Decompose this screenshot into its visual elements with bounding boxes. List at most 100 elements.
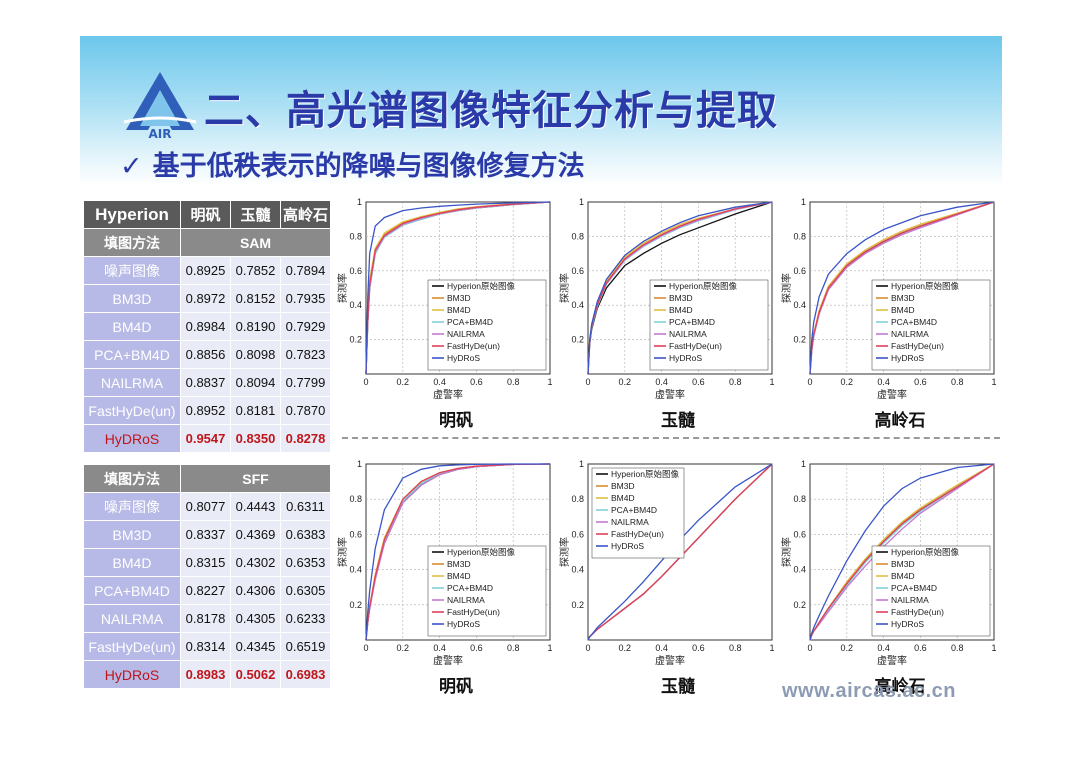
legend-entry: BM3D [611, 481, 635, 491]
x-tick-label: 0.2 [397, 377, 410, 387]
y-tick-label: 1 [579, 460, 584, 469]
value-cell: 0.8098 [230, 340, 281, 369]
legend-entry: Hyperion原始图像 [891, 281, 960, 291]
series-line [809, 201, 995, 375]
sam-results-table: Hyperion 明矾 玉髓 高岭石 填图方法 SAM 噪声图像 0.8925 0.… [83, 200, 331, 454]
value-cell: 0.5062 [230, 660, 281, 690]
x-tick-label: 0.8 [729, 377, 742, 387]
y-tick-label: 0.2 [349, 600, 362, 610]
table-corner-label: Hyperion [83, 200, 181, 229]
legend-box [427, 545, 547, 637]
air-logo: AIR [123, 72, 197, 140]
y-tick-label: 0.6 [793, 529, 806, 539]
legend-entry: PCA+BM4D [669, 317, 715, 327]
legend-box [427, 279, 547, 371]
value-cell: 0.7852 [230, 256, 281, 285]
method-cell: HyDRoS [83, 424, 181, 454]
value-cell: 0.7870 [280, 396, 331, 425]
roc-chart-sff-chalcedony: 0 0.2 0.4 0.6 0.8 1 0.2 0.4 0.6 0.8 1 虚警率 探测率 Hyperio… [558, 459, 778, 668]
legend-entry: FastHyDe(un) [669, 341, 722, 351]
value-cell: 0.4306 [230, 576, 281, 605]
chart-caption: 高岭石 [874, 677, 926, 697]
table-row: FastHyDe(un) 0.8314 0.4345 0.6519 [83, 632, 331, 661]
value-cell: 0.6353 [280, 548, 331, 577]
y-tick-label: 0.4 [349, 300, 362, 310]
method-cell: BM4D [83, 312, 181, 341]
y-tick-label: 1 [801, 460, 806, 469]
value-cell: 0.8181 [230, 396, 281, 425]
series-line [587, 463, 773, 641]
roc-chart-sff-kaolinite: 0 0.2 0.4 0.6 0.8 1 0.2 0.4 0.6 0.8 1 虚警率 探测率 Hyperio… [780, 459, 1000, 668]
legend-entry: BM3D [669, 293, 693, 303]
x-tick-label: 0.4 [877, 643, 890, 653]
value-cell: 0.7823 [280, 340, 331, 369]
x-tick-label: 0 [363, 377, 368, 387]
legend-entry: NAILRMA [669, 329, 707, 339]
y-tick-label: 0.6 [349, 266, 362, 276]
chart-caption: 高岭石 [874, 411, 926, 431]
value-cell: 0.8077 [180, 492, 231, 521]
metric-label: SFF [180, 464, 331, 493]
method-cell: FastHyDe(un) [83, 396, 181, 425]
method-cell: BM3D [83, 284, 181, 313]
x-tick-label: 0.4 [655, 643, 668, 653]
method-cell: 噪声图像 [83, 492, 181, 521]
x-tick-label: 0 [585, 377, 590, 387]
metric-label: SAM [180, 228, 331, 257]
legend-box [871, 279, 991, 371]
x-tick-label: 0.8 [951, 643, 964, 653]
x-axis-label: 虚警率 [877, 654, 907, 667]
check-mark-icon: ✓ [120, 151, 143, 182]
x-tick-label: 1 [769, 377, 774, 387]
value-cell: 0.6311 [280, 492, 331, 521]
value-cell: 0.8227 [180, 576, 231, 605]
y-axis-label: 探测率 [780, 537, 793, 567]
legend-entry: Hyperion原始图像 [447, 281, 516, 291]
x-tick-label: 0.8 [729, 643, 742, 653]
series-line [809, 463, 995, 641]
legend-entry: HyDRoS [891, 353, 924, 363]
x-tick-label: 1 [769, 643, 774, 653]
value-cell: 0.8350 [230, 424, 281, 454]
title-banner: AIR 二、高光谱图像特征分析与提取 ✓ 基于低秩表示的降噪与图像修复方法 [80, 36, 1002, 186]
legend-entry: FastHyDe(un) [447, 341, 500, 351]
legend-entry: HyDRoS [447, 619, 480, 629]
roc-chart-svg: 0 0.2 0.4 0.6 0.8 1 0.2 0.4 0.6 0.8 1 虚警率 探测率 Hyperio… [336, 197, 553, 401]
value-cell: 0.4302 [230, 548, 281, 577]
section-divider [342, 437, 1000, 439]
legend-box [871, 545, 991, 637]
value-cell: 0.7894 [280, 256, 331, 285]
roc-chart-sff-alunite: 0 0.2 0.4 0.6 0.8 1 0.2 0.4 0.6 0.8 1 虚警率 探测率 Hyperio… [336, 459, 556, 668]
y-tick-label: 0.2 [793, 335, 806, 345]
table-row-best: HyDRoS 0.8983 0.5062 0.6983 [83, 660, 331, 690]
legend-entry: Hyperion原始图像 [891, 547, 960, 557]
x-axis-label: 虚警率 [655, 388, 685, 401]
legend-entry: FastHyDe(un) [891, 341, 944, 351]
value-cell: 0.8178 [180, 604, 231, 633]
method-cell: HyDRoS [83, 660, 181, 690]
x-tick-label: 0.4 [655, 377, 668, 387]
legend-entry: BM3D [447, 559, 471, 569]
y-axis-label: 探测率 [558, 537, 571, 567]
y-tick-label: 0.8 [793, 494, 806, 504]
y-tick-label: 0.6 [349, 529, 362, 539]
table-row: BM4D 0.8315 0.4302 0.6353 [83, 548, 331, 577]
y-axis-label: 探测率 [336, 273, 349, 303]
y-tick-label: 0.8 [571, 494, 584, 504]
column-header: 明矾 [180, 200, 231, 229]
legend-entry: PCA+BM4D [891, 583, 937, 593]
legend-entry: FastHyDe(un) [611, 529, 664, 539]
x-tick-label: 0.4 [877, 377, 890, 387]
x-tick-label: 1 [547, 643, 552, 653]
roc-chart-svg: 0 0.2 0.4 0.6 0.8 1 0.2 0.4 0.6 0.8 1 虚警率 探测率 Hyperio… [558, 459, 775, 667]
chart-caption: 玉髓 [661, 677, 695, 697]
x-tick-label: 0.2 [397, 643, 410, 653]
roc-chart-sam-kaolinite: 0 0.2 0.4 0.6 0.8 1 0.2 0.4 0.6 0.8 1 虚警率 探测率 Hyperio… [780, 197, 1000, 402]
x-tick-label: 0.8 [507, 643, 520, 653]
value-cell: 0.7935 [280, 284, 331, 313]
legend-entry: BM4D [447, 571, 471, 581]
legend-entry: BM4D [891, 571, 915, 581]
value-cell: 0.4443 [230, 492, 281, 521]
x-tick-label: 0.8 [507, 377, 520, 387]
value-cell: 0.9547 [180, 424, 231, 454]
